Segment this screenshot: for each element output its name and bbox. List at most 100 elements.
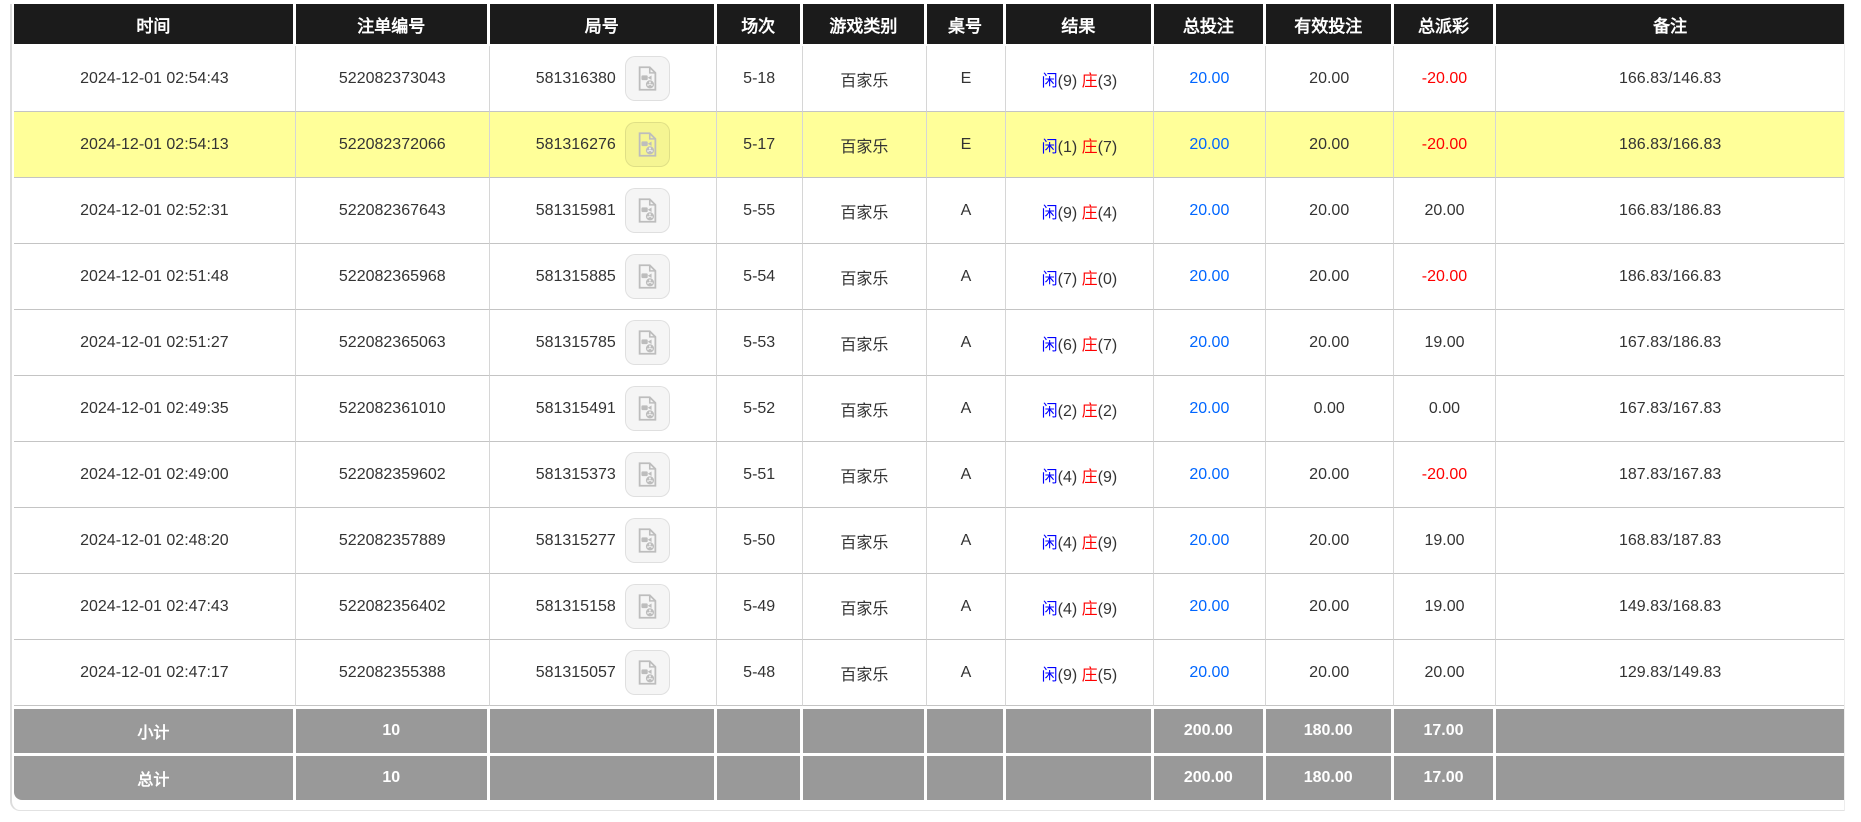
subtotal-total-bet: 200.00 [1154, 706, 1266, 753]
table-body: 2024-12-01 02:54:43 522082373043 581316380… [14, 46, 1844, 706]
bet-id-cell: 522082365968 [295, 244, 490, 310]
result-cell: 闲(1) 庄(7) [1005, 112, 1155, 178]
player-result-label: 闲 [1041, 138, 1058, 156]
banker-result-score: (7) [1097, 138, 1118, 156]
total-bet-link[interactable]: 20.00 [1189, 663, 1230, 681]
banker-result-score: (0) [1097, 270, 1118, 288]
video-replay-button[interactable] [624, 122, 670, 167]
session-cell: 5-52 [716, 376, 803, 442]
video-replay-button[interactable] [624, 584, 670, 629]
round-id-value: 581315158 [535, 597, 616, 615]
total-bet-link[interactable]: 20.00 [1189, 465, 1230, 483]
round-id-value: 581315057 [535, 663, 616, 681]
banker-result-label: 庄 [1081, 270, 1098, 288]
col-header-round-id: 局号 [489, 4, 717, 46]
total-bet-cell: 20.00 [1154, 178, 1266, 244]
video-replay-button[interactable] [624, 56, 670, 101]
video-replay-button[interactable] [624, 518, 670, 563]
time-cell: 2024-12-01 02:47:43 [14, 574, 296, 640]
subtotal-empty-round-id [489, 706, 717, 753]
valid-bet-cell: 20.00 [1265, 442, 1394, 508]
table-code-cell: A [927, 376, 1006, 442]
total-bet-cell: 20.00 [1154, 442, 1266, 508]
player-result-label: 闲 [1041, 402, 1058, 420]
total-bet-link[interactable]: 20.00 [1189, 333, 1230, 351]
total-bet-link[interactable]: 20.00 [1189, 531, 1230, 549]
valid-bet-cell: 0.00 [1265, 376, 1394, 442]
round-id-value: 581315277 [535, 531, 616, 549]
round-id-cell: 581315158 [489, 574, 717, 640]
total-bet-link[interactable]: 20.00 [1189, 267, 1230, 285]
table-row[interactable]: 2024-12-01 02:47:17 522082355388 581315057… [14, 640, 1844, 706]
col-header-game-type: 游戏类别 [802, 4, 928, 46]
table-row[interactable]: 2024-12-01 02:49:35 522082361010 581315491… [14, 376, 1844, 442]
total-bet-link[interactable]: 20.00 [1189, 399, 1230, 417]
game-type-cell: 百家乐 [802, 112, 928, 178]
video-replay-icon [638, 396, 657, 421]
video-replay-button[interactable] [624, 650, 670, 695]
time-cell: 2024-12-01 02:51:27 [14, 310, 296, 376]
grand-total-payout: 17.00 [1393, 753, 1497, 800]
grand-total-empty-game-type [802, 753, 928, 800]
bet-id-cell: 522082359602 [295, 442, 490, 508]
total-bet-cell: 20.00 [1154, 376, 1266, 442]
player-result-score: (9) [1057, 72, 1082, 90]
round-id-value: 581315785 [535, 333, 616, 351]
table-row[interactable]: 2024-12-01 02:52:31 522082367643 581315981… [14, 178, 1844, 244]
video-replay-button[interactable] [624, 188, 670, 233]
video-replay-button[interactable] [624, 452, 670, 497]
time-cell: 2024-12-01 02:49:00 [14, 442, 296, 508]
round-id-value: 581315885 [535, 267, 616, 285]
table-row[interactable]: 2024-12-01 02:48:20 522082357889 581315277… [14, 508, 1844, 574]
remark-cell: 168.83/187.83 [1496, 508, 1844, 574]
session-cell: 5-48 [716, 640, 803, 706]
video-replay-button[interactable] [624, 386, 670, 431]
payout-cell: 0.00 [1393, 376, 1497, 442]
payout-cell: 20.00 [1393, 178, 1497, 244]
table-code-cell: A [927, 640, 1006, 706]
valid-bet-cell: 20.00 [1265, 508, 1394, 574]
grand-total-valid-bet: 180.00 [1265, 753, 1394, 800]
bet-id-cell: 522082372066 [295, 112, 490, 178]
total-bet-link[interactable]: 20.00 [1189, 201, 1230, 219]
col-header-total-bet: 总投注 [1154, 4, 1266, 46]
payout-cell: 19.00 [1393, 508, 1497, 574]
session-cell: 5-53 [716, 310, 803, 376]
video-replay-button[interactable] [624, 320, 670, 365]
table-row[interactable]: 2024-12-01 02:54:43 522082373043 581316380… [14, 46, 1844, 112]
payout-cell: 20.00 [1393, 640, 1497, 706]
table-row[interactable]: 2024-12-01 02:54:13 522082372066 581316276… [14, 112, 1844, 178]
table-row[interactable]: 2024-12-01 02:49:00 522082359602 581315373… [14, 442, 1844, 508]
session-cell: 5-17 [716, 112, 803, 178]
total-bet-link[interactable]: 20.00 [1189, 135, 1230, 153]
banker-result-label: 庄 [1081, 534, 1098, 552]
player-result-label: 闲 [1041, 666, 1058, 684]
round-id-cell: 581316276 [489, 112, 717, 178]
banker-result-score: (7) [1097, 336, 1118, 354]
time-cell: 2024-12-01 02:54:13 [14, 112, 296, 178]
total-bet-link[interactable]: 20.00 [1189, 69, 1230, 87]
valid-bet-cell: 20.00 [1265, 310, 1394, 376]
video-replay-icon [638, 330, 657, 355]
table-row[interactable]: 2024-12-01 02:47:43 522082356402 581315158… [14, 574, 1844, 640]
player-result-label: 闲 [1041, 534, 1058, 552]
video-replay-icon [638, 462, 657, 487]
total-bet-link[interactable]: 20.00 [1189, 597, 1230, 615]
bet-id-cell: 522082361010 [295, 376, 490, 442]
banker-result-label: 庄 [1081, 72, 1098, 90]
subtotal-empty-session [716, 706, 803, 753]
total-bet-cell: 20.00 [1154, 112, 1266, 178]
game-type-cell: 百家乐 [802, 508, 928, 574]
col-header-bet-id: 注单编号 [295, 4, 490, 46]
col-header-valid-bet: 有效投注 [1265, 4, 1394, 46]
bet-id-cell: 522082357889 [295, 508, 490, 574]
round-id-cell: 581315277 [489, 508, 717, 574]
table-row[interactable]: 2024-12-01 02:51:27 522082365063 581315785… [14, 310, 1844, 376]
video-replay-icon [638, 198, 657, 223]
video-replay-button[interactable] [624, 254, 670, 299]
result-cell: 闲(4) 庄(9) [1005, 508, 1155, 574]
round-id-value: 581315981 [535, 201, 616, 219]
remark-cell: 129.83/149.83 [1496, 640, 1844, 706]
table-code-cell: A [927, 244, 1006, 310]
table-row[interactable]: 2024-12-01 02:51:48 522082365968 581315885… [14, 244, 1844, 310]
